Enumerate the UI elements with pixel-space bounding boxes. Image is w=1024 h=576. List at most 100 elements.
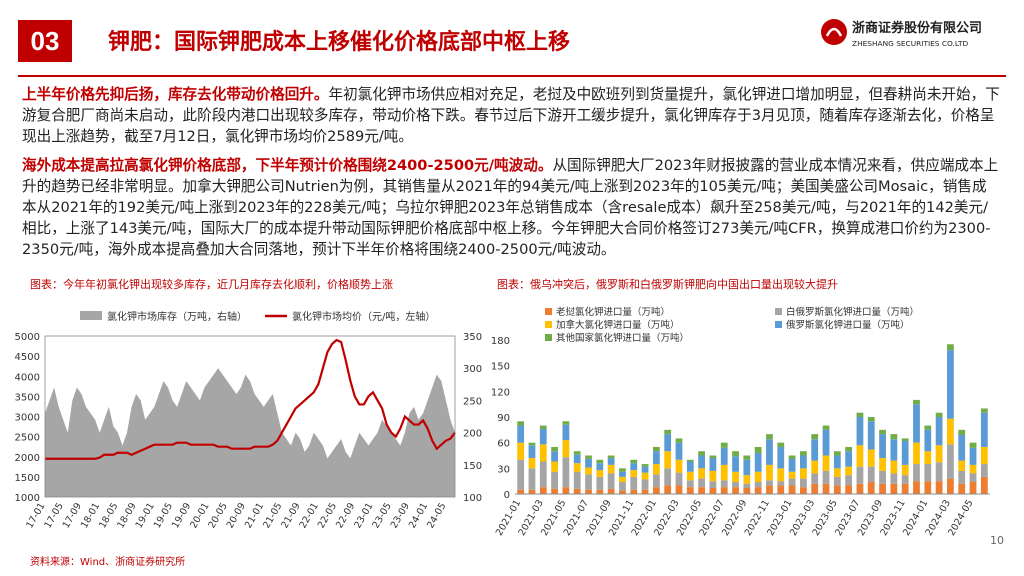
bar-segment [539, 425, 547, 429]
bar-segment [720, 447, 728, 465]
bar-segment [664, 434, 672, 452]
bar-segment [686, 480, 694, 488]
bar-segment [754, 471, 762, 483]
bar-segment [845, 475, 853, 486]
bar-segment [539, 487, 547, 494]
bar-segment [867, 466, 875, 483]
line [45, 338, 456, 460]
bar-segment [901, 440, 909, 465]
bar-segment [822, 470, 830, 484]
plot-frame [44, 335, 456, 498]
bar-segment [698, 478, 705, 488]
bar-segment [732, 482, 739, 488]
bar-segment [879, 434, 886, 459]
bar-segment [630, 463, 638, 471]
bar-segment [619, 490, 626, 494]
bar-segment [958, 470, 966, 484]
bar-segment [800, 468, 807, 479]
y-tick-label: 1500 [15, 473, 40, 484]
bar-segment [652, 487, 660, 494]
bar-segment [607, 488, 615, 494]
bar-segment [754, 452, 762, 472]
bar-segment [766, 480, 773, 486]
bar-segment [585, 458, 592, 468]
bar-segment [573, 471, 581, 489]
bar-segment [585, 455, 592, 459]
header-rule [18, 75, 1006, 77]
bar-segment [969, 482, 977, 494]
bar-segment [947, 350, 954, 419]
bar-segment [958, 483, 966, 494]
bar-segment [551, 446, 558, 452]
bar-segment [709, 458, 717, 471]
legend-label: 氯化钾市场均价（元/吨，左轴） [292, 310, 435, 323]
bar-segment [539, 444, 547, 462]
source-note: 资料来源：Wind、浙商证券研究所 [30, 557, 186, 568]
y-tick-label: 2500 [15, 433, 40, 444]
bar-segment [867, 421, 875, 450]
bar-segment [800, 478, 807, 488]
bar-segment [607, 455, 615, 459]
y-tick-label: 4000 [15, 372, 40, 383]
bar-segment [901, 464, 909, 476]
section-number: 03 [18, 20, 72, 62]
bar-segment [686, 487, 694, 494]
bar-segment [652, 474, 660, 488]
bar-segment [709, 470, 717, 482]
legend-swatch [545, 321, 552, 328]
bar-segment [913, 404, 920, 443]
legend-label: 白俄罗斯氯化钾进口量（万吨） [786, 306, 919, 318]
bar-segment [924, 451, 932, 465]
legend-label: 加拿大氯化钾进口量（万吨） [556, 319, 680, 331]
bar-segment [517, 489, 525, 494]
bar-segment [777, 446, 785, 469]
bar-segment [766, 439, 773, 465]
bar-segment [935, 445, 943, 463]
bar-segment [890, 434, 898, 440]
y-tick-label: 5000 [15, 332, 40, 343]
bar-segment [913, 399, 920, 405]
bar-segment [528, 445, 536, 459]
bar-segment [562, 424, 570, 441]
bar-segment [980, 464, 988, 477]
bar-segment [958, 429, 966, 435]
bar-segment [800, 451, 807, 456]
bar-segment [856, 412, 864, 417]
bar-segment [517, 442, 525, 460]
bar-segment [551, 461, 558, 472]
bar-segment [822, 429, 830, 456]
chart-title: 图表：今年年初氯化钾出现较多库存，近几月库存去化顺利，价格顺势上涨 [30, 277, 393, 291]
bar-segment [913, 464, 920, 482]
legend-swatch [775, 321, 782, 328]
bar-segment [664, 429, 672, 435]
bar-segment [732, 471, 739, 483]
y-tick-label: 1000 [15, 493, 40, 504]
bar-segment [833, 455, 841, 469]
bar-segment [619, 482, 626, 491]
legend-swatch [80, 311, 102, 320]
bar-segment [788, 478, 796, 486]
bar-segment [675, 442, 683, 460]
bar-segment [720, 480, 728, 488]
bar-segment [607, 464, 615, 474]
bar-segment [811, 473, 819, 484]
bar-segment [641, 489, 649, 494]
paragraph-lead: 上半年价格先抑后扬，库存去化带动价格回升。 [22, 86, 329, 103]
bar-segment [924, 429, 932, 452]
bar-segment [947, 344, 954, 351]
bar-segment [630, 489, 638, 494]
y-tick-label: 30 [497, 464, 510, 475]
bar-segment [879, 429, 886, 435]
bar-segment [596, 476, 604, 490]
y2-tick-label: 150 [463, 461, 482, 472]
bar-segment [596, 463, 604, 471]
page-number: 10 [990, 534, 1004, 547]
bar-segment [969, 473, 977, 483]
bar-segment [698, 451, 705, 456]
bar-segment [675, 485, 683, 494]
bar-segment [800, 487, 807, 494]
bar-segment [630, 470, 638, 477]
bar-segment [901, 475, 909, 484]
bar-segment [811, 439, 819, 461]
bar-segment [732, 451, 739, 457]
